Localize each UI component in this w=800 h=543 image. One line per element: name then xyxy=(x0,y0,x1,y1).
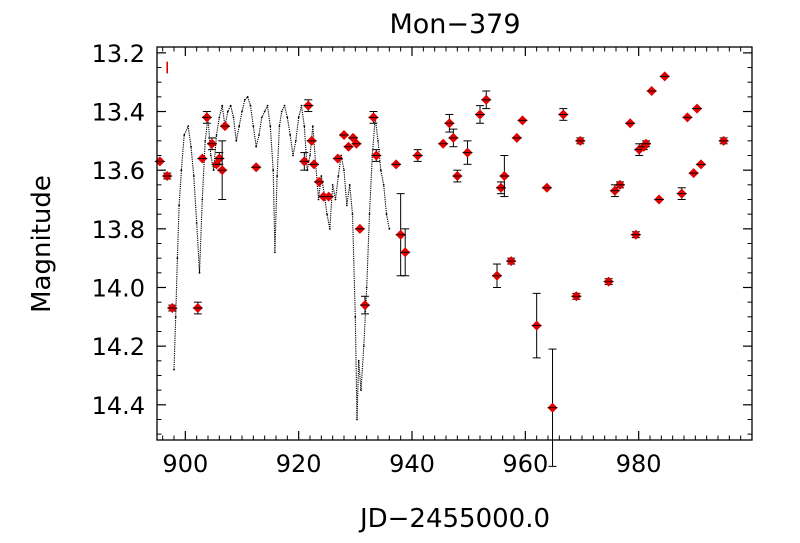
dense-point xyxy=(187,125,190,128)
dense-point xyxy=(218,116,221,119)
photometry-with-errors-series xyxy=(154,61,729,467)
x-tick-label: 940 xyxy=(389,450,435,478)
dense-point xyxy=(351,213,354,216)
dense-point xyxy=(328,227,331,230)
y-tick-label: 13.2 xyxy=(92,40,145,68)
dense-point xyxy=(263,110,266,113)
dense-point xyxy=(243,98,246,101)
dense-point xyxy=(235,139,238,142)
y-tick-label: 13.6 xyxy=(92,157,145,185)
dense-point xyxy=(343,169,345,172)
chart-title: Mon−379 xyxy=(389,9,520,40)
y-tick-label: 14.2 xyxy=(92,333,145,361)
dense-point xyxy=(183,134,186,136)
x-tick-label: 980 xyxy=(616,450,662,478)
dense-point xyxy=(174,315,177,318)
dense-point xyxy=(258,134,260,136)
dense-point xyxy=(286,116,289,119)
x-tick-label: 900 xyxy=(162,450,208,478)
dense-point xyxy=(255,145,258,148)
dense-point xyxy=(317,198,320,201)
dense-point xyxy=(195,222,198,224)
dense-point xyxy=(269,125,272,128)
dense-point xyxy=(280,110,283,113)
dense-point xyxy=(294,139,297,142)
dense-point xyxy=(192,175,195,177)
dense-point xyxy=(204,139,207,142)
dense-point xyxy=(388,227,391,230)
dense-point xyxy=(356,418,358,421)
dense-point xyxy=(377,139,379,142)
x-tick-label: 960 xyxy=(502,450,548,478)
dense-point xyxy=(309,154,311,157)
dense-point xyxy=(190,145,192,148)
dense-point xyxy=(331,183,334,186)
dense-point xyxy=(311,125,314,128)
dense-point xyxy=(173,368,175,371)
dense-point xyxy=(345,204,348,207)
dense-point xyxy=(382,183,385,186)
dense-point xyxy=(276,175,279,177)
x-tick-label: 920 xyxy=(276,450,322,478)
dense-point xyxy=(320,175,323,177)
dense-point xyxy=(249,104,252,107)
dense-point xyxy=(357,359,360,362)
dense-point xyxy=(362,345,365,348)
dense-point xyxy=(337,175,340,177)
dense-point xyxy=(365,286,368,289)
dense-point xyxy=(297,116,300,119)
y-tick-label: 14.4 xyxy=(92,392,145,420)
dense-point xyxy=(278,125,281,128)
dense-point xyxy=(178,204,181,207)
dense-point xyxy=(241,110,243,113)
y-tick-label: 13.8 xyxy=(92,216,145,244)
dense-point xyxy=(283,104,286,107)
dense-point xyxy=(273,251,276,254)
dense-point xyxy=(246,95,249,98)
dense-point xyxy=(260,116,263,119)
dense-point xyxy=(340,154,343,157)
dense-point xyxy=(385,213,388,216)
dense-point xyxy=(198,271,201,274)
dense-point xyxy=(226,110,229,113)
axis-ticks: 900 920 940 960 980 13.2 13.4 13.6 13.8 14.0 14.2 1… xyxy=(92,40,752,478)
dense-point xyxy=(354,315,357,318)
dense-point xyxy=(252,125,255,128)
dense-point xyxy=(292,154,294,157)
dense-point xyxy=(180,169,183,172)
dense-point xyxy=(201,198,204,201)
dense-point xyxy=(360,389,362,392)
dense-point xyxy=(368,213,371,216)
dense-point xyxy=(300,104,303,107)
dense-point xyxy=(272,169,275,172)
y-tick-label: 13.4 xyxy=(92,99,145,127)
dense-point xyxy=(303,125,306,128)
y-tick-label: 14.0 xyxy=(92,274,145,302)
dense-point xyxy=(266,104,269,107)
dense-point xyxy=(326,213,328,216)
dense-point xyxy=(379,169,382,172)
dense-point xyxy=(229,104,232,107)
dense-point xyxy=(334,198,337,201)
dense-point xyxy=(209,154,212,157)
dense-point xyxy=(221,104,224,107)
dense-point xyxy=(212,169,215,172)
dense-point xyxy=(176,257,179,260)
dense-point xyxy=(232,116,235,119)
dense-point xyxy=(348,183,351,186)
dense-point xyxy=(215,134,218,136)
dense-point xyxy=(289,134,292,136)
dense-point xyxy=(238,125,241,128)
x-axis-label: JD−2455000.0 xyxy=(358,504,550,534)
y-axis-label: Magnitude xyxy=(27,175,57,313)
plot-frame xyxy=(156,46,753,441)
